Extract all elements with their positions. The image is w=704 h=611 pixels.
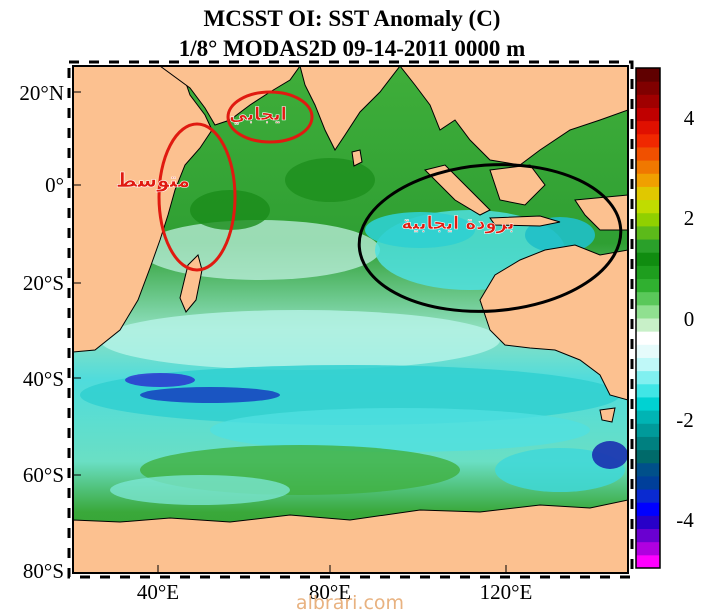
australia [479, 244, 628, 401]
colorbar-swatch [636, 239, 660, 253]
java [489, 215, 561, 227]
colorbar-swatch [636, 199, 660, 214]
latitude-labels: 20°N 0° 20°S 40°S 60°S 80°S [19, 81, 64, 583]
neutral-anomaly-circle [157, 122, 237, 272]
cool-patch [495, 448, 625, 492]
colorbar-swatch [636, 278, 660, 293]
anomaly-patches [80, 158, 628, 505]
map-panel [73, 66, 628, 573]
cool-band [210, 408, 590, 452]
africa-landmass [73, 66, 213, 353]
sumatra [424, 164, 491, 216]
colorbar-swatch [636, 423, 660, 437]
colorbar-swatch [636, 160, 660, 174]
lat-label: 20°N [19, 81, 64, 105]
colorbar-tick-label: 4 [684, 106, 695, 130]
map-graticule-border [67, 60, 634, 579]
land-masses [73, 66, 628, 573]
colorbar-swatch [636, 383, 660, 398]
colorbar-swatch [636, 252, 660, 266]
colorbar-tick-label: 2 [684, 206, 695, 230]
watermark-text: albrari.com [296, 592, 404, 611]
lat-label: 0° [45, 173, 64, 197]
warm-neutral-band [140, 220, 380, 280]
southeast-asia [399, 66, 628, 166]
positive-anomaly-label: ايجابي [229, 104, 287, 125]
colorbar-tick-label: -2 [676, 408, 694, 432]
colorbar-swatch [636, 528, 660, 543]
strong-cool-streak [125, 373, 195, 387]
colorbar-swatch [636, 396, 660, 411]
colorbar-tick-label: 0 [684, 307, 695, 331]
colorbar-swatch [636, 186, 660, 201]
new-guinea [574, 194, 628, 231]
lon-label: 40°E [137, 580, 179, 604]
strong-cool-streak [140, 387, 280, 403]
colorbar-swatch [636, 146, 660, 161]
colorbar-swatch [636, 68, 660, 82]
arabian-peninsula [159, 66, 301, 126]
colorbar-swatch [636, 212, 660, 227]
colorbar-swatch [636, 502, 660, 516]
colorbar-swatch [636, 81, 660, 95]
positive-anomaly-circle [226, 90, 314, 144]
colorbar-swatch [636, 410, 660, 424]
title-line-2: 1/8° MODAS2D 09-14-2011 0000 m [179, 36, 526, 61]
lon-label: 80°E [309, 580, 351, 604]
colorbar-swatch [636, 120, 660, 135]
subtropical-band [100, 310, 500, 370]
lat-label: 20°S [23, 271, 64, 295]
graticule-ticks [73, 91, 507, 573]
colorbar-tick-labels: 4 2 0 -2 -4 [676, 106, 695, 532]
colorbar-swatch [636, 94, 660, 108]
colorbar-swatch [636, 554, 660, 569]
map-frame [72, 65, 629, 574]
colorbar-swatch [636, 462, 660, 477]
neutral-anomaly-label: متوسط [116, 168, 190, 192]
colorbar-swatch [636, 449, 660, 464]
lat-label: 60°S [23, 463, 64, 487]
annotations: ايجابي متوسط برودة ايجابية [116, 90, 623, 313]
colorbar-swatch [636, 541, 660, 556]
longitude-labels: 40°E 80°E 120°E [137, 580, 532, 604]
green-patch [190, 190, 270, 230]
strong-cool-patch [592, 441, 628, 469]
colorbar-swatch [636, 107, 660, 122]
colorbar-swatch [636, 331, 660, 345]
colorbar-swatch [636, 475, 660, 490]
colorbar-swatch [636, 515, 660, 530]
antarctica [73, 499, 628, 573]
cool-anomaly-core [365, 212, 475, 248]
colorbar-swatch [636, 357, 660, 372]
cool-anomaly-circle [357, 163, 623, 313]
colorbar-swatch [636, 318, 660, 332]
cool-anomaly-label: برودة ايجابية [402, 213, 515, 234]
colorbar [636, 68, 660, 569]
colorbar-swatch [636, 436, 660, 451]
colorbar-swatch [636, 265, 660, 280]
colorbar-swatch [636, 304, 660, 319]
colorbar-swatch [636, 173, 660, 187]
cool-patch [110, 475, 290, 505]
green-patch [285, 158, 375, 202]
colorbar-swatch [636, 489, 660, 503]
tasmania [599, 407, 616, 423]
colorbar-swatch [636, 291, 660, 306]
colorbar-tick-label: -4 [676, 508, 694, 532]
colorbar-swatch [636, 225, 660, 240]
lon-label: 120°E [480, 580, 533, 604]
title-line-1: MCSST OI: SST Anomaly (C) [204, 6, 501, 31]
southern-cool-band [80, 365, 620, 425]
colorbar-swatch [636, 133, 660, 148]
colorbar-swatch [636, 344, 660, 358]
lat-label: 40°S [23, 367, 64, 391]
india [299, 66, 401, 151]
lat-label: 80°S [23, 559, 64, 583]
sri-lanka [351, 149, 363, 167]
colorbar-frame [635, 67, 661, 569]
colorbar-swatch [636, 370, 660, 385]
